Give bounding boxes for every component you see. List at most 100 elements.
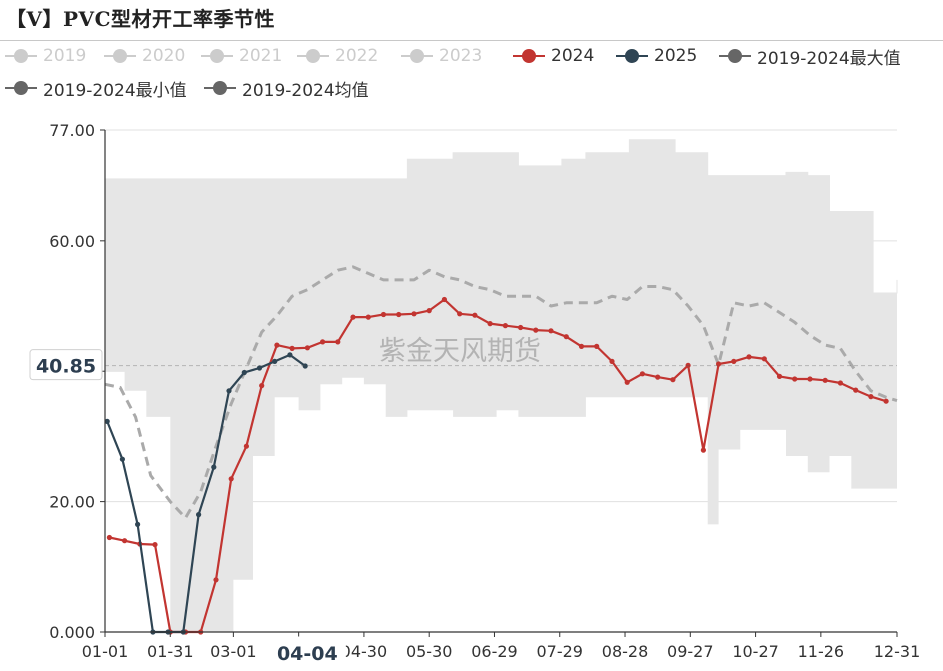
point-2024-09-05	[639, 371, 646, 377]
point-2025-03-20	[272, 358, 278, 364]
legend-item-2025[interactable]: 2025	[616, 44, 697, 68]
legend-label: 2019-2024均值	[242, 80, 369, 101]
point-2024-11-21	[807, 376, 813, 382]
point-2024-07-18	[533, 327, 539, 333]
legend-swatch-icon	[5, 81, 37, 95]
point-2024-06-06	[441, 296, 447, 303]
legend-label: 2022	[335, 46, 379, 66]
point-2025-02-20	[211, 464, 217, 470]
point-2024-04-18	[335, 339, 341, 345]
y-tick-label-20.00: 20.00	[49, 493, 95, 512]
x-tick-label-09-27: 09-27	[667, 642, 714, 661]
legend-swatch-icon	[201, 49, 233, 63]
series-2019-2024均值	[104, 265, 898, 520]
point-2024-08-01	[563, 334, 569, 340]
legend-swatch-icon	[104, 49, 136, 63]
legend-item-2019[interactable]: 2019	[5, 44, 86, 68]
point-2025-01-09	[119, 456, 125, 462]
legend-item-2022[interactable]: 2022	[297, 44, 378, 68]
point-2024-06-20	[472, 312, 478, 318]
pointer-x-box	[268, 636, 346, 668]
chart-legend: 2019 2020 2021 2022 2023 2024 2025 2019-2024最大值…	[0, 42, 943, 108]
x-tick-label-05-30: 05-30	[406, 642, 453, 661]
band-upper-line	[105, 139, 898, 294]
point-2024-09-26	[685, 362, 691, 368]
x-tick-label-04-30: 04-30	[341, 642, 388, 661]
point-2024-05-23	[411, 311, 417, 317]
series-line-2024	[109, 298, 887, 634]
x-tick-label-12-31: 12-31	[874, 642, 921, 661]
series-2024	[106, 296, 889, 635]
x-tick-label-08-28: 08-28	[602, 642, 649, 661]
legend-swatch-icon	[719, 49, 751, 63]
point-2024-10-17	[731, 358, 737, 364]
point-2024-10-03	[700, 447, 707, 453]
legend-swatch-icon	[5, 49, 37, 63]
point-2024-08-22	[609, 358, 615, 364]
x-tick-label-10-27: 10-27	[732, 642, 779, 661]
series-line-2025	[106, 353, 306, 634]
pointer-y-label: 40.85	[36, 356, 96, 378]
x-tick-label-11-26: 11-26	[798, 642, 845, 661]
chart-title: 【V】PVC型材开工率季节性	[6, 7, 275, 31]
pointer-y-box	[29, 349, 103, 381]
point-2025-01-02	[104, 418, 110, 424]
legend-label: 2025	[654, 46, 698, 66]
legend-swatch-icon	[401, 49, 433, 63]
legend-label: 2019	[43, 46, 87, 66]
point-2024-12-19	[868, 394, 874, 400]
x-tick-label-03-01: 03-01	[210, 642, 257, 661]
legend-item-2020[interactable]: 2020	[104, 44, 185, 68]
point-2024-07-25	[548, 328, 554, 334]
point-2024-10-10	[716, 361, 722, 367]
pointer-x-label: 04-04	[277, 643, 338, 665]
point-2024-04-04	[304, 345, 310, 351]
point-2024-01-10	[122, 538, 128, 544]
y-tick-label-77.00: 77.00	[49, 121, 95, 140]
point-2024-12-26	[883, 398, 889, 404]
legend-swatch-icon	[204, 81, 236, 95]
point-2024-10-24	[746, 354, 752, 360]
x-tick-label-01-31: 01-31	[147, 642, 194, 661]
point-2024-12-12	[853, 387, 859, 393]
point-2025-03-27	[287, 352, 293, 358]
point-2024-08-08	[578, 343, 585, 349]
y-tick-label-0.000: 0.000	[49, 623, 95, 642]
legend-item-2021[interactable]: 2021	[201, 44, 282, 68]
x-tick-label-01-01: 01-01	[82, 642, 129, 661]
point-2024-07-11	[518, 324, 524, 331]
point-2024-04-25	[350, 314, 356, 320]
legend-item-2024[interactable]: 2024	[513, 44, 594, 68]
legend-item-2019-2024最小值[interactable]: 2019-2024最小值	[5, 76, 187, 101]
point-2024-05-09	[380, 311, 387, 318]
point-2024-10-31	[761, 356, 767, 362]
band-area	[105, 139, 897, 633]
legend-label: 2021	[239, 46, 283, 66]
title-divider	[0, 40, 943, 41]
legend-label: 2024	[551, 46, 595, 66]
point-2024-09-12	[655, 374, 661, 380]
point-2024-06-13	[457, 311, 463, 317]
point-2024-11-28	[822, 377, 828, 383]
legend-item-2023[interactable]: 2023	[401, 44, 482, 68]
legend-label: 2019-2024最大值	[757, 48, 901, 69]
point-2024-08-29	[624, 379, 630, 385]
point-2025-02-13	[196, 511, 202, 518]
y-tick-label-60.00: 60.00	[49, 232, 95, 251]
point-2024-01-24	[152, 542, 158, 548]
legend-item-2019-2024最大值[interactable]: 2019-2024最大值	[719, 44, 901, 69]
x-tick-label-07-29: 07-29	[536, 642, 583, 661]
legend-label: 2020	[142, 46, 186, 66]
legend-swatch-icon	[297, 49, 329, 63]
point-2024-04-11	[320, 339, 326, 345]
min-max-band	[105, 139, 898, 633]
legend-item-2019-2024均值[interactable]: 2019-2024均值	[204, 76, 369, 101]
point-2024-02-21	[213, 577, 219, 583]
point-2025-01-16	[135, 521, 141, 528]
point-2024-12-05	[837, 380, 844, 386]
point-2025-03-13	[256, 365, 263, 371]
legend-label: 2019-2024最小值	[43, 80, 187, 101]
point-2024-08-15	[594, 343, 600, 349]
point-2024-02-28	[228, 476, 234, 482]
